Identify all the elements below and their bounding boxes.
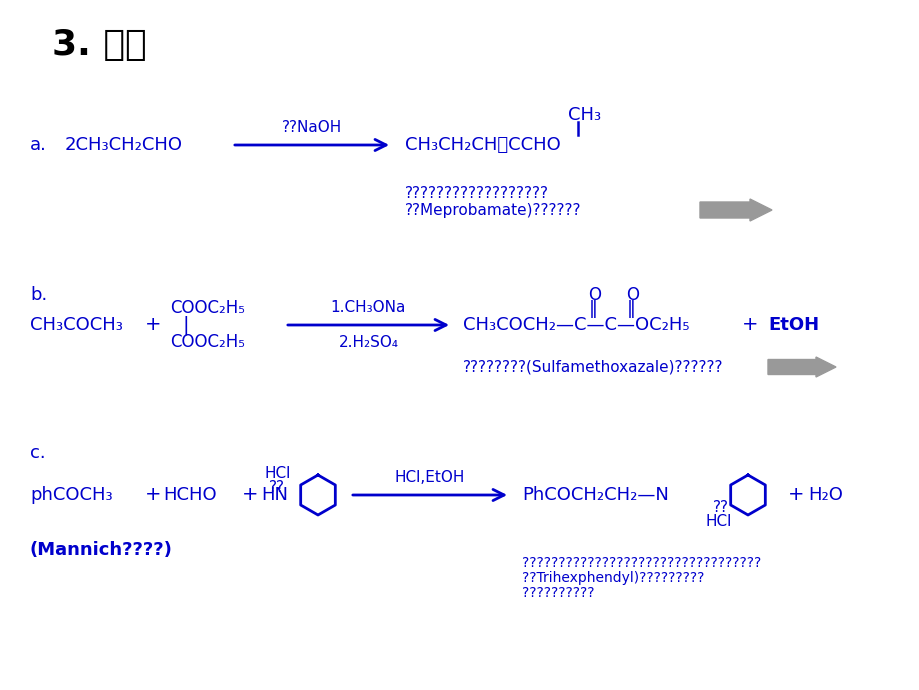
Text: ??Meprobamate)??????: ??Meprobamate)?????? <box>404 202 581 217</box>
Text: a.: a. <box>30 136 47 154</box>
Text: +: + <box>145 315 162 335</box>
Text: 3. 应用: 3. 应用 <box>52 28 146 62</box>
Text: HCl: HCl <box>265 466 291 480</box>
Text: HCl: HCl <box>705 513 732 529</box>
Text: COOC₂H₅: COOC₂H₅ <box>170 333 244 351</box>
Text: CH₃CH₂CH＝CCHO: CH₃CH₂CH＝CCHO <box>404 136 561 154</box>
Text: 1.CH₃ONa: 1.CH₃ONa <box>331 300 406 315</box>
Text: CH₃: CH₃ <box>567 106 600 124</box>
Text: O: O <box>587 286 600 304</box>
Text: (Mannich????): (Mannich????) <box>30 541 173 559</box>
Text: ??NaOH: ??NaOH <box>281 120 342 135</box>
Text: PhCOCH₂CH₂—N: PhCOCH₂CH₂—N <box>521 486 668 504</box>
Text: ‖: ‖ <box>626 300 635 318</box>
Text: ??: ?? <box>712 500 728 515</box>
Text: ‖: ‖ <box>588 300 596 318</box>
Text: ?????????????????????????????????: ????????????????????????????????? <box>521 556 760 570</box>
Text: +: + <box>788 486 803 504</box>
Text: c.: c. <box>30 444 46 462</box>
Text: phCOCH₃: phCOCH₃ <box>30 486 112 504</box>
Text: 2CH₃CH₂CHO: 2CH₃CH₂CHO <box>65 136 183 154</box>
Text: HCl,EtOH: HCl,EtOH <box>394 470 465 485</box>
Text: b.: b. <box>30 286 47 304</box>
Text: EtOH: EtOH <box>767 316 818 334</box>
Text: +: + <box>242 486 258 504</box>
Text: 2.H₂SO₄: 2.H₂SO₄ <box>338 335 398 350</box>
Text: HCHO: HCHO <box>163 486 216 504</box>
Text: CH₃COCH₃: CH₃COCH₃ <box>30 316 123 334</box>
Text: |: | <box>183 315 189 335</box>
Text: +: + <box>145 486 162 504</box>
Text: COOC₂H₅: COOC₂H₅ <box>170 299 244 317</box>
Polygon shape <box>699 199 771 221</box>
Text: O: O <box>625 286 639 304</box>
Polygon shape <box>767 357 835 377</box>
Text: ??????????: ?????????? <box>521 586 594 600</box>
Text: ????????(Sulfamethoxazale)??????: ????????(Sulfamethoxazale)?????? <box>462 359 722 375</box>
Text: ??????????????????: ?????????????????? <box>404 186 549 201</box>
Text: HN: HN <box>261 486 288 504</box>
Text: ??Trihexphendyl)?????????: ??Trihexphendyl)????????? <box>521 571 704 585</box>
Text: H₂O: H₂O <box>807 486 842 504</box>
Text: CH₃COCH₂—C—C—OC₂H₅: CH₃COCH₂—C—C—OC₂H₅ <box>462 316 688 334</box>
Text: ??: ?? <box>268 480 285 495</box>
Text: +: + <box>742 315 757 335</box>
